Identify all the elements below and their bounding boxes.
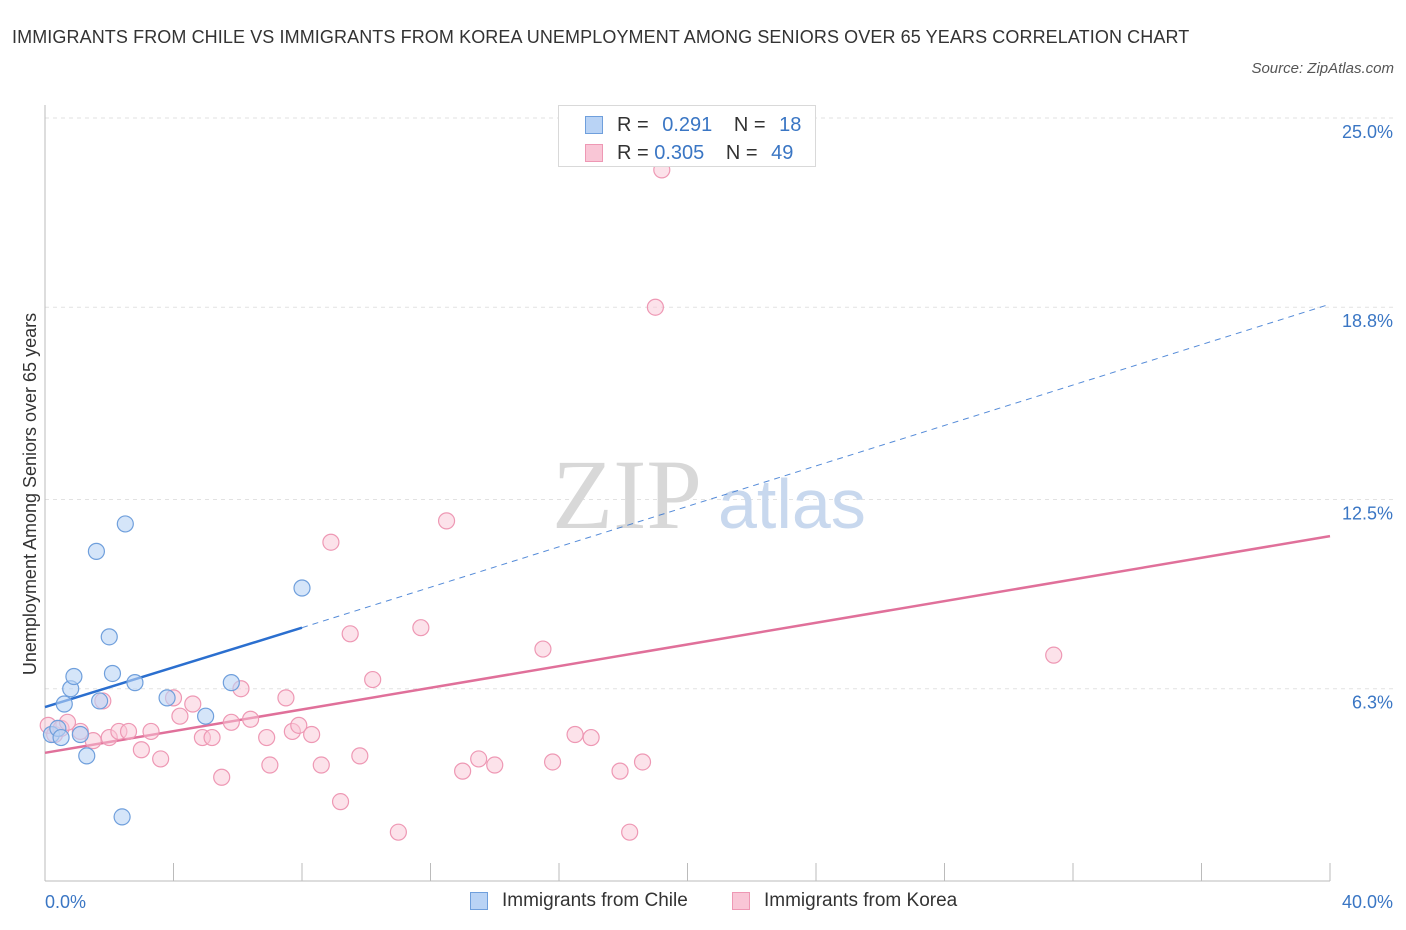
chile-point	[87, 542, 106, 560]
korea-point	[389, 823, 407, 841]
chile-point	[52, 728, 70, 747]
korea-point	[412, 619, 430, 637]
chile-point	[91, 692, 109, 710]
korea-point	[322, 533, 340, 551]
korea-point	[242, 710, 260, 728]
chile-point	[100, 628, 118, 646]
source-credit: Source: ZipAtlas.com	[1251, 60, 1394, 77]
chile-point	[222, 674, 240, 692]
chile-point	[71, 725, 89, 744]
chile-point	[126, 674, 144, 692]
y-tick-labels: 6.3% 12.5% 18.8% 25.0%	[1342, 122, 1393, 713]
korea-point	[258, 728, 276, 747]
korea-point	[486, 756, 504, 774]
legend-n-value-chile: 18	[779, 114, 802, 136]
legend-r-value-chile: 0.291	[662, 114, 713, 136]
watermark-atlas: atlas	[718, 465, 866, 543]
korea-point	[437, 512, 456, 530]
legend-r-label: R =	[617, 142, 649, 164]
korea-point	[621, 823, 639, 841]
chile-point	[116, 515, 134, 533]
chart-title: IMMIGRANTS FROM CHILE VS IMMIGRANTS FROM…	[12, 27, 1190, 47]
data-points	[39, 161, 1063, 841]
korea-point	[351, 747, 369, 765]
korea-point	[142, 722, 160, 741]
grid-lines	[45, 117, 1393, 690]
legend-n-label: N =	[733, 114, 766, 136]
korea-point	[470, 750, 488, 768]
korea-point	[261, 756, 279, 774]
bottom-legend-label-korea: Immigrants from Korea	[764, 890, 958, 911]
korea-point	[203, 728, 221, 747]
y-tick-label: 18.8%	[1342, 311, 1393, 331]
y-tick-label: 25.0%	[1342, 122, 1393, 142]
chile-point	[158, 689, 176, 707]
korea-point	[119, 722, 138, 741]
korea-point	[213, 768, 231, 786]
chile-point	[55, 695, 73, 713]
korea-point	[364, 670, 382, 689]
bottom-legend-swatch-korea	[732, 892, 750, 910]
y-axis-label: Unemployment Among Seniors over 65 years	[20, 313, 40, 675]
legend-r-label: R =	[617, 114, 649, 136]
chile-trend-line	[44, 626, 303, 709]
legend-swatch-chile	[585, 116, 603, 134]
korea-point	[303, 725, 321, 744]
legend-n-label: N =	[725, 142, 758, 164]
x-tick-label-max: 40.0%	[1342, 892, 1393, 912]
chile-point	[293, 579, 311, 597]
korea-point	[331, 793, 350, 811]
korea-point	[582, 728, 600, 747]
legend-box: R = 0.291 N = 18 R = 0.305 N = 49	[558, 105, 816, 167]
x-tick-label-min: 0.0%	[45, 892, 86, 912]
korea-point	[646, 298, 664, 316]
korea-point	[543, 753, 562, 771]
legend-n-value-korea: 49	[771, 142, 794, 164]
watermark: ZIP atlas	[552, 439, 866, 550]
korea-point	[277, 689, 295, 707]
trend-lines	[44, 303, 1331, 755]
y-tick-label: 12.5%	[1342, 504, 1393, 524]
chile-trend-extension	[301, 303, 1331, 629]
korea-point	[184, 695, 202, 713]
korea-point	[222, 713, 240, 731]
korea-point	[1045, 646, 1063, 664]
korea-trend-line	[44, 534, 1331, 755]
korea-point	[633, 753, 652, 771]
chile-point	[113, 808, 131, 826]
chile-point	[103, 664, 122, 683]
korea-point	[534, 640, 552, 658]
bottom-legend-swatch-chile	[470, 892, 488, 910]
korea-point	[454, 762, 472, 780]
korea-point	[611, 762, 629, 780]
korea-point	[132, 741, 150, 759]
korea-point	[566, 725, 584, 744]
bottom-legend-label-chile: Immigrants from Chile	[502, 890, 688, 911]
korea-point	[171, 707, 189, 725]
chile-point	[65, 667, 83, 686]
korea-point	[312, 756, 330, 774]
chile-point	[78, 747, 96, 765]
watermark-zip: ZIP	[552, 439, 702, 550]
korea-point	[290, 716, 308, 734]
korea-point	[152, 750, 170, 768]
y-tick-label: 6.3%	[1352, 693, 1393, 713]
legend-swatch-korea	[585, 144, 603, 162]
chile-point	[197, 707, 215, 725]
korea-point	[341, 625, 359, 643]
legend-r-value-korea: 0.305	[654, 142, 705, 164]
